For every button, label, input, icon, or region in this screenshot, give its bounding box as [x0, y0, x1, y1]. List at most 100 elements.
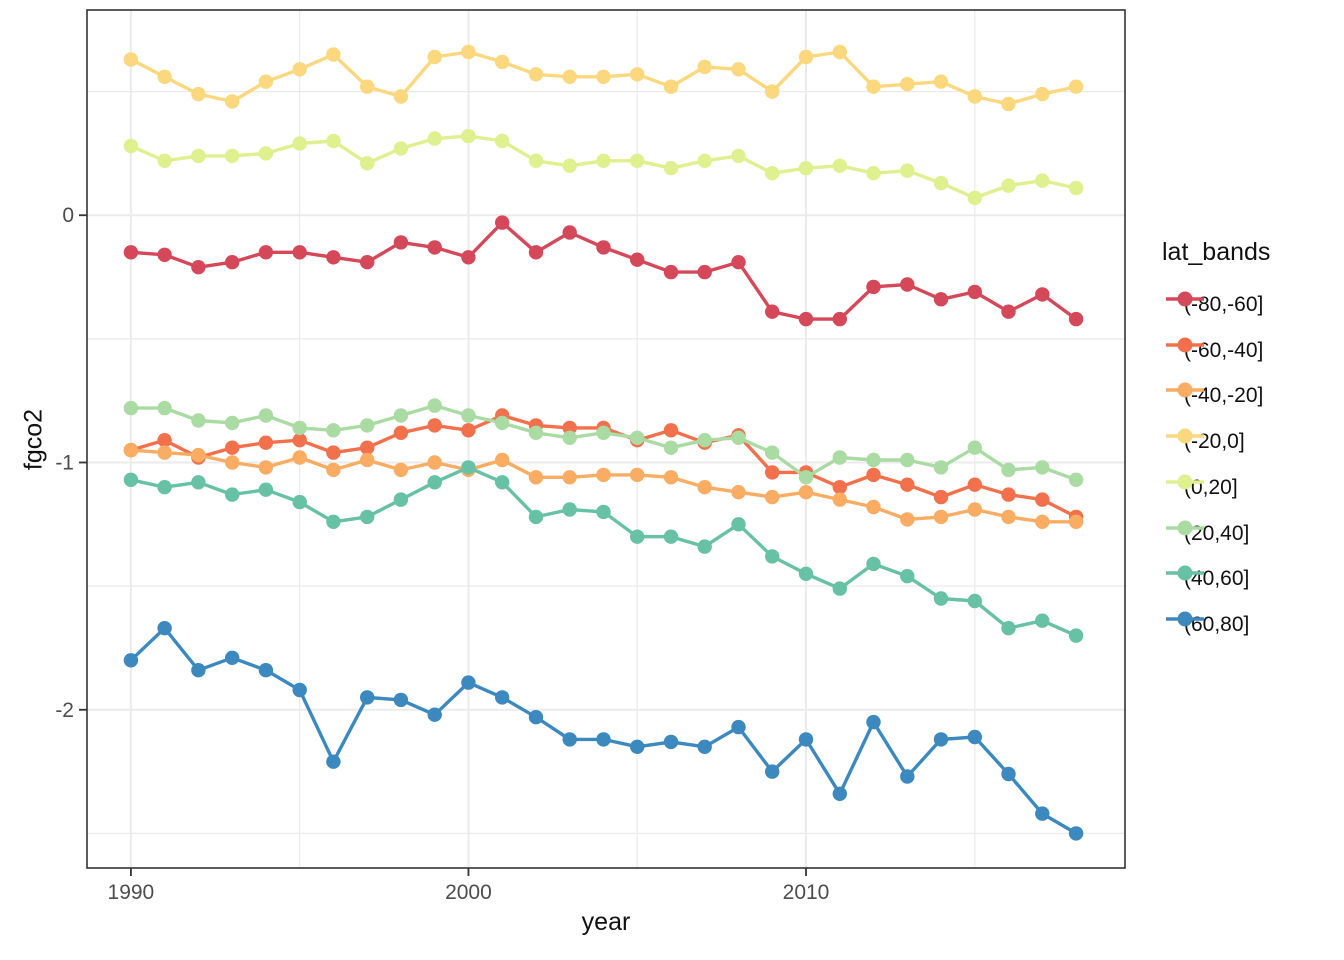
data-point: [258, 245, 274, 260]
y-axis-title: fgco2: [19, 408, 48, 471]
data-point: [292, 433, 307, 448]
y-tick-label: 0: [62, 204, 74, 227]
data-point: [427, 398, 442, 413]
data-point: [393, 692, 409, 708]
data-point: [258, 460, 274, 475]
data-point: [697, 480, 712, 495]
data-point: [663, 470, 679, 485]
data-point: [528, 153, 544, 168]
data-point: [123, 472, 139, 487]
data-point: [630, 252, 645, 267]
data-point: [967, 502, 982, 517]
data-point: [1035, 514, 1050, 529]
data-point: [1035, 173, 1050, 188]
data-point: [1068, 472, 1084, 487]
data-point: [360, 690, 375, 705]
data-point: [663, 440, 679, 455]
series-3: [123, 44, 1084, 112]
data-point: [866, 556, 881, 572]
data-point: [933, 509, 949, 525]
data-point: [697, 539, 712, 554]
data-point: [461, 250, 476, 265]
data-point: [900, 569, 915, 584]
data-point: [360, 440, 375, 455]
data-point: [866, 714, 881, 730]
legend-item: (-40,-20]: [1166, 381, 1263, 411]
data-point: [258, 408, 274, 423]
data-point: [933, 74, 949, 89]
data-point: [360, 79, 375, 94]
data-point: [427, 240, 442, 255]
data-point: [967, 89, 982, 104]
data-point: [393, 462, 409, 478]
legend-key-icon: [1166, 520, 1204, 535]
data-point: [967, 477, 982, 492]
legend-key-icon: [1166, 291, 1204, 307]
data-point: [123, 653, 139, 668]
legend: lat_bands (-80,-60] (-60,-40] (-40,-20] (-2…: [1162, 0, 1344, 960]
data-point: [731, 517, 746, 532]
y-tick-label: -2: [55, 699, 74, 722]
data-point: [933, 489, 949, 505]
data-point: [596, 732, 611, 747]
data-point: [123, 138, 139, 154]
data-point: [157, 400, 172, 416]
y-tick-label: -1: [55, 451, 74, 474]
data-point: [832, 492, 847, 507]
legend-key-icon: [1166, 382, 1204, 398]
data-point: [258, 146, 274, 161]
data-point: [191, 413, 206, 428]
data-point: [596, 240, 611, 255]
data-point: [596, 425, 611, 440]
data-point: [832, 311, 847, 327]
data-point: [765, 304, 780, 319]
data-point: [765, 84, 780, 99]
data-point: [191, 475, 206, 490]
data-point: [933, 292, 949, 307]
data-point: [157, 445, 172, 460]
data-point: [596, 69, 611, 85]
data-point: [731, 148, 746, 164]
data-point: [225, 440, 240, 455]
legend-key-dot: [1177, 337, 1193, 353]
data-point: [798, 161, 814, 176]
data-point: [562, 470, 577, 485]
data-point: [900, 163, 915, 178]
data-point: [528, 509, 544, 525]
data-point: [731, 255, 746, 270]
data-point: [326, 514, 341, 529]
data-point: [360, 156, 375, 171]
data-point: [360, 418, 375, 433]
data-point: [562, 502, 577, 517]
data-point: [427, 707, 442, 722]
data-point: [765, 764, 780, 779]
series-6: [123, 460, 1084, 643]
data-point: [630, 467, 645, 483]
data-point: [596, 504, 611, 520]
data-point: [225, 650, 240, 665]
legend-key-dot: [1177, 428, 1193, 444]
legend-key-dot: [1177, 520, 1193, 535]
data-point: [1001, 487, 1016, 502]
data-point: [461, 423, 476, 438]
data-point: [630, 739, 645, 754]
data-point: [495, 452, 510, 468]
legend-title: lat_bands: [1162, 238, 1271, 266]
data-point: [798, 470, 814, 485]
data-point: [495, 475, 510, 490]
data-point: [731, 430, 746, 445]
data-point: [731, 62, 746, 77]
data-point: [562, 420, 577, 436]
data-point: [798, 311, 814, 327]
data-point: [292, 62, 307, 77]
data-point: [630, 153, 645, 168]
data-point: [967, 190, 982, 206]
data-point: [123, 400, 139, 416]
data-point: [123, 245, 139, 260]
series-5: [123, 398, 1084, 487]
data-point: [292, 136, 307, 151]
data-point: [258, 74, 274, 89]
data-point: [326, 133, 341, 149]
data-point: [663, 161, 679, 176]
data-point: [663, 423, 679, 438]
